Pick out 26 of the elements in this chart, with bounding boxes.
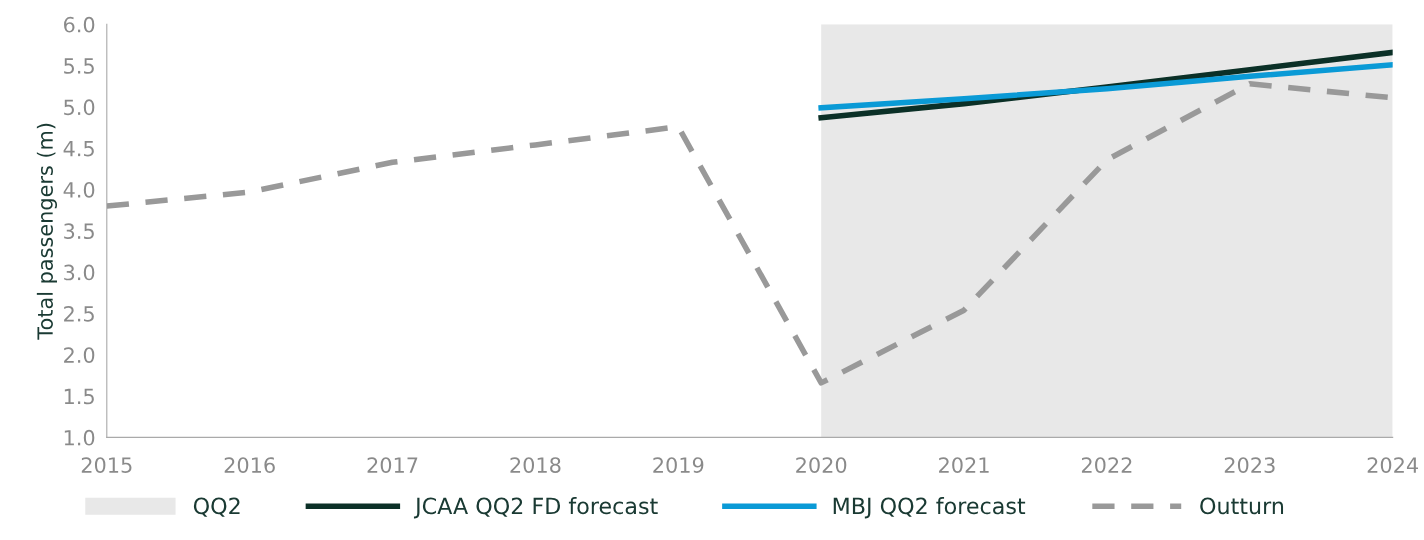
- legend-label: Outturn: [1200, 497, 1284, 515]
- y-tick-label: 4.5: [63, 140, 94, 157]
- y-tick-label: 6.0: [64, 16, 95, 33]
- x-tick-label: 2017: [367, 457, 418, 473]
- y-tick-label: 4.0: [63, 181, 95, 198]
- legend-label: JCAA QQ2 FD forecast: [413, 497, 658, 519]
- x-tick-label: 2023: [1224, 457, 1275, 473]
- y-tick-label: 3.0: [64, 264, 95, 281]
- legend-label: QQ2: [193, 497, 240, 517]
- x-tick-label: 2019: [653, 457, 704, 473]
- y-axis-title: Total passengers (m): [36, 123, 57, 340]
- y-tick-label: 5.5: [64, 58, 94, 74]
- x-tick-label: 2018: [510, 457, 561, 473]
- y-tick-label: 1.0: [64, 429, 95, 446]
- x-tick-label: 2021: [939, 457, 989, 473]
- y-tick-label: 2.0: [64, 347, 95, 363]
- y-tick-label: 1.5: [64, 388, 94, 405]
- y-tick-label: 5.0: [64, 99, 95, 116]
- x-tick-label: 2020: [796, 457, 847, 473]
- x-tick-label: 2024: [1367, 457, 1419, 473]
- x-tick-label: 2022: [1081, 457, 1132, 473]
- y-tick-label: 3.5: [64, 223, 94, 240]
- legend-label: MBJ QQ2 forecast: [833, 497, 1026, 519]
- x-tick-label: 2015: [81, 457, 132, 473]
- y-tick-label: 2.5: [64, 305, 94, 322]
- x-tick-label: 2016: [224, 457, 275, 473]
